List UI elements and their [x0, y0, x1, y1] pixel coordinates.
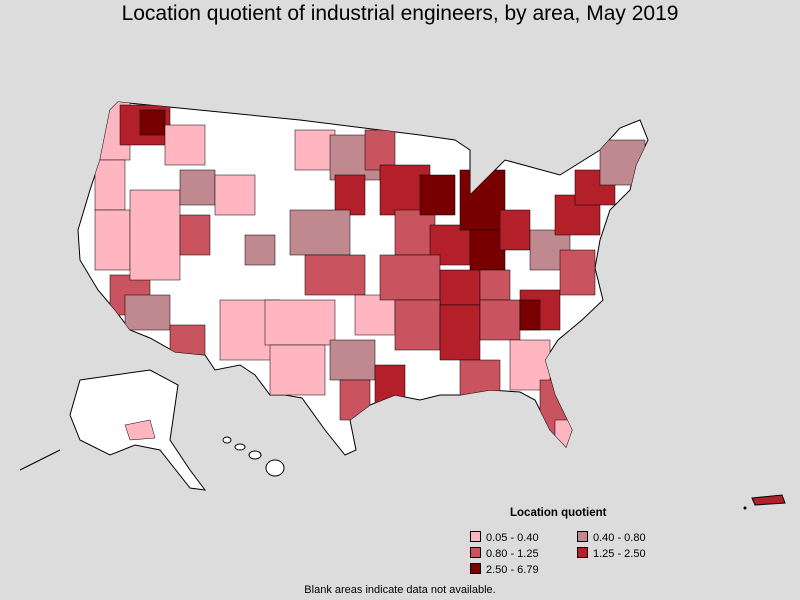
legend-item-1-25-2-50: 1.25 - 2.50 [577, 547, 646, 560]
legend-item-0-40-0-80: 0.40 - 0.80 [577, 531, 646, 544]
legend-title: Location quotient [510, 507, 607, 519]
map-legend: Location quotient 0.05 - 0.40 0.40 - 0.8… [470, 507, 670, 577]
map-title: Location quotient of industrial engineer… [121, 2, 679, 25]
legend-swatch [577, 547, 588, 558]
legend-swatch [577, 531, 588, 542]
puerto-rico [743, 494, 786, 510]
legend-item-2-50-6-79: 2.50 - 6.79 [470, 563, 539, 576]
alaska [19, 369, 207, 491]
footnote: Blank areas indicate data not available. [304, 584, 496, 596]
hawaii [222, 436, 285, 477]
legend-swatch [470, 531, 481, 542]
legend-item-0-80-1-25: 0.80 - 1.25 [470, 547, 539, 560]
legend-swatch [470, 547, 481, 558]
legend-swatch [470, 563, 481, 574]
legend-item-0-05-0-40: 0.05 - 0.40 [470, 531, 539, 544]
